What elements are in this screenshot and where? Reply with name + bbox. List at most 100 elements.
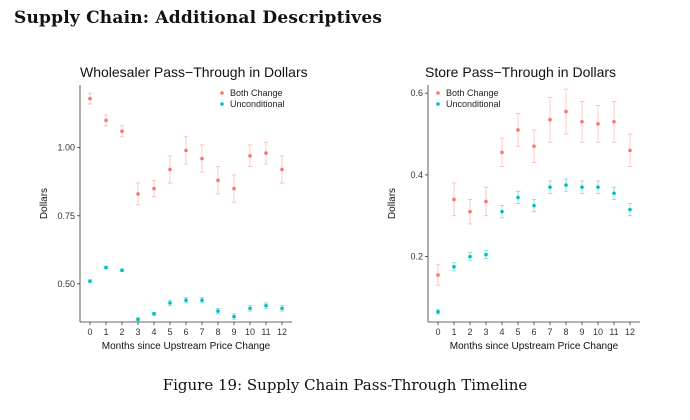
wholesaler-uncond-point xyxy=(200,298,204,303)
wholesaler-x-tick-label: 6 xyxy=(183,327,188,337)
wholesaler-both-point xyxy=(264,151,268,155)
wholesaler-y-axis-label: Dollars xyxy=(39,188,50,219)
wholesaler-both-point xyxy=(248,154,252,158)
wholesaler-uncond-point xyxy=(104,265,108,270)
wholesaler-both-point xyxy=(120,129,124,134)
wholesaler-x-tick-label: 10 xyxy=(245,327,255,337)
wholesaler-uncond-point xyxy=(216,309,220,313)
store-legend-marker-uncond xyxy=(436,102,440,106)
wholesaler-x-axis-label: Months since Upstream Price Change xyxy=(102,341,271,352)
store-x-tick-label: 1 xyxy=(451,327,456,337)
store-x-tick-label: 2 xyxy=(467,327,472,337)
store-x-tick-label: 12 xyxy=(625,327,635,337)
store-chart-title: Store Pass−Through in Dollars xyxy=(425,64,616,80)
store-both-point xyxy=(452,197,456,202)
wholesaler-uncond-point xyxy=(168,301,172,305)
store-uncond-point xyxy=(516,195,520,200)
store-legend-marker-both xyxy=(436,91,440,95)
store-legend-label-both: Both Change xyxy=(446,88,499,98)
store-x-tick-label: 9 xyxy=(579,327,584,337)
wholesaler-both-point xyxy=(104,118,108,123)
store-both-point xyxy=(580,119,584,124)
store-uncond-point xyxy=(580,185,584,189)
wholesaler-uncond-point xyxy=(136,317,140,322)
wholesaler-uncond-point xyxy=(152,312,156,316)
store-x-axis-label: Months since Upstream Price Change xyxy=(450,341,619,352)
store-uncond-point xyxy=(452,265,456,269)
wholesaler-uncond-point xyxy=(184,298,188,303)
wholesaler-x-tick-label: 9 xyxy=(231,327,236,337)
wholesaler-x-tick-label: 4 xyxy=(151,327,156,337)
store-uncond-point xyxy=(596,185,600,189)
wholesaler-x-tick-label: 0 xyxy=(87,327,92,337)
wholesaler-x-tick-label: 2 xyxy=(119,327,124,337)
store-both-point xyxy=(612,119,616,124)
store-uncond-point xyxy=(564,183,568,187)
wholesaler-uncond-point xyxy=(280,306,284,311)
store-uncond-point xyxy=(484,252,488,257)
wholesaler-y-tick-label: 0.50 xyxy=(57,279,75,289)
wholesaler-x-tick-label: 7 xyxy=(199,327,204,337)
wholesaler-uncond-point xyxy=(120,268,124,273)
wholesaler-chart-title: Wholesaler Pass−Through in Dollars xyxy=(80,64,308,80)
section-heading: Supply Chain: Additional Descriptives xyxy=(14,8,383,28)
wholesaler-x-tick-label: 1 xyxy=(103,327,108,337)
store-uncond-point xyxy=(548,185,552,189)
store-legend-label-uncond: Unconditional xyxy=(446,99,501,109)
store-x-tick-label: 10 xyxy=(593,327,603,337)
wholesaler-both-point xyxy=(88,96,92,101)
store-both-point xyxy=(596,122,600,126)
wholesaler-x-tick-label: 3 xyxy=(135,327,140,337)
store-uncond-point xyxy=(612,191,616,196)
wholesaler-chart: Wholesaler Pass−Through in Dollars 0.50 0.… xyxy=(39,64,308,352)
store-uncond-point xyxy=(468,254,472,259)
wholesaler-both-point xyxy=(168,167,172,172)
wholesaler-both-point xyxy=(232,186,236,191)
wholesaler-uncond-point xyxy=(232,314,236,319)
store-both-point xyxy=(500,150,504,155)
store-both-point xyxy=(516,128,520,132)
wholesaler-both-point xyxy=(136,192,140,196)
store-x-tick-label: 6 xyxy=(531,327,536,337)
wholesaler-both-point xyxy=(216,178,220,183)
store-x-tick-label: 11 xyxy=(609,327,618,337)
store-uncond-point xyxy=(532,203,536,208)
wholesaler-legend-marker-both xyxy=(220,91,224,95)
store-x-tick-label: 3 xyxy=(483,327,488,337)
store-both-point xyxy=(468,209,472,214)
wholesaler-legend-label-both: Both Change xyxy=(230,88,283,98)
figure-caption: Figure 19: Supply Chain Pass-Through Tim… xyxy=(162,376,528,394)
wholesaler-legend-label-uncond: Unconditional xyxy=(230,99,285,109)
store-both-point xyxy=(564,109,568,114)
store-y-tick-label: 0.6 xyxy=(410,88,423,98)
store-x-tick-label: 5 xyxy=(515,327,520,337)
wholesaler-x-tick-label: 5 xyxy=(167,327,172,337)
store-chart: Store Pass−Through in Dollars 0.2 0.4 0.6 0 1… xyxy=(387,64,640,352)
store-x-tick-label: 0 xyxy=(435,327,440,337)
wholesaler-both-point xyxy=(200,156,204,161)
store-x-tick-label: 4 xyxy=(499,327,504,337)
wholesaler-y-tick-label: 0.75 xyxy=(57,211,75,221)
store-uncond-point xyxy=(628,207,632,212)
wholesaler-y-tick-label: 1.00 xyxy=(57,143,75,153)
wholesaler-legend-marker-uncond xyxy=(220,102,224,106)
store-both-point xyxy=(548,117,552,122)
wholesaler-x-tick-label: 11 xyxy=(261,327,270,337)
store-x-tick-label: 8 xyxy=(563,327,568,337)
wholesaler-uncond-point xyxy=(248,306,252,311)
wholesaler-both-point xyxy=(280,167,284,172)
store-both-point xyxy=(484,199,488,204)
wholesaler-x-tick-label: 8 xyxy=(215,327,220,337)
store-both-point xyxy=(532,144,536,149)
store-y-axis-label: Dollars xyxy=(387,188,398,219)
store-both-point xyxy=(436,273,440,277)
store-uncond-point xyxy=(500,209,504,214)
store-x-tick-label: 7 xyxy=(547,327,552,337)
store-y-tick-label: 0.4 xyxy=(410,170,423,180)
wholesaler-both-point xyxy=(152,186,156,191)
wholesaler-both-point xyxy=(184,148,188,153)
wholesaler-uncond-point xyxy=(88,279,92,283)
store-uncond-point xyxy=(436,309,440,314)
wholesaler-x-tick-label: 12 xyxy=(277,327,287,337)
store-y-tick-label: 0.2 xyxy=(410,252,423,262)
